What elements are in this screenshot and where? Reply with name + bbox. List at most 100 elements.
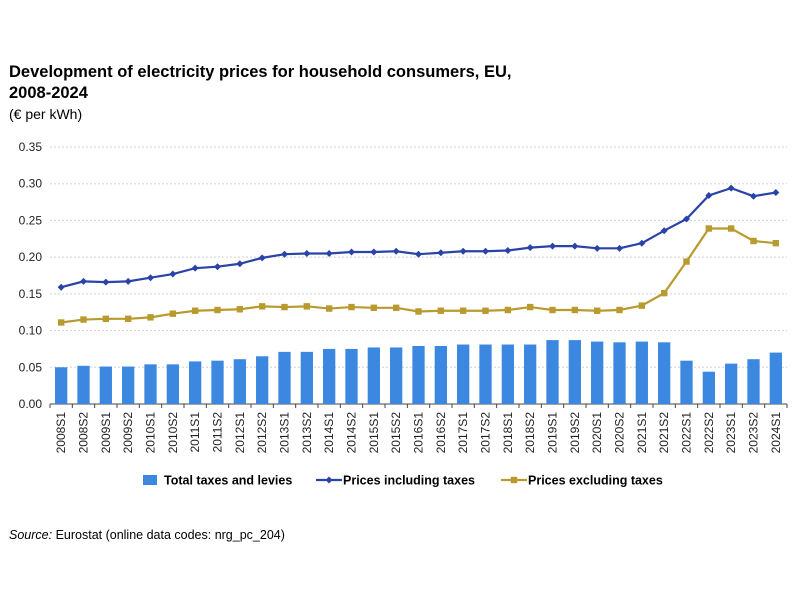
point-prices-excluding-taxes: [169, 310, 177, 317]
bar-total-taxes: [501, 344, 514, 404]
point-prices-excluding-taxes: [415, 308, 422, 315]
bar-total-taxes: [278, 351, 291, 404]
point-prices-excluding-taxes: [459, 307, 467, 314]
point-prices-excluding-taxes: [727, 225, 735, 232]
point-prices-excluding-taxes: [683, 258, 690, 265]
point-prices-including-taxes: [281, 250, 288, 258]
point-prices-including-taxes: [459, 247, 467, 255]
x-tick-label: 2014S1: [322, 412, 336, 454]
x-tick-label: 2020S2: [613, 412, 627, 454]
legend-swatch-total-taxes: [143, 475, 157, 485]
point-prices-including-taxes: [236, 260, 244, 268]
line-series-prices-excluding-taxes: [57, 225, 780, 326]
point-prices-excluding-taxes: [526, 303, 534, 311]
bar-total-taxes: [144, 364, 157, 404]
point-prices-excluding-taxes: [303, 303, 311, 310]
bar-total-taxes: [479, 344, 492, 404]
point-prices-excluding-taxes: [437, 307, 445, 314]
x-tick-label: 2009S2: [121, 412, 135, 454]
point-prices-excluding-taxes: [616, 306, 623, 314]
y-tick-label: 0.20: [19, 250, 43, 264]
x-tick-label: 2016S1: [412, 412, 426, 454]
y-tick-label: 0.30: [19, 177, 43, 191]
point-prices-excluding-taxes: [102, 315, 110, 323]
point-prices-including-taxes: [683, 215, 690, 223]
point-prices-including-taxes: [370, 248, 378, 256]
point-prices-including-taxes: [303, 249, 311, 257]
source-note: Source: Eurostat (online data codes: nrg…: [9, 528, 285, 542]
series-line-prices-including-taxes: [60, 186, 777, 289]
point-prices-including-taxes: [392, 247, 400, 255]
point-prices-including-taxes: [191, 264, 199, 272]
bar-total-taxes: [769, 352, 782, 404]
x-tick-label: 2021S2: [657, 412, 671, 454]
bar-total-taxes: [256, 356, 269, 404]
source-label: Source:: [9, 528, 53, 542]
bar-total-taxes: [524, 344, 537, 404]
x-tick-label: 2011S1: [188, 412, 202, 453]
source-text: Eurostat (online data codes: nrg_pc_204): [52, 528, 285, 542]
x-tick-label: 2016S2: [434, 412, 448, 454]
y-tick-label: 0.15: [19, 287, 43, 301]
point-prices-including-taxes: [593, 244, 601, 252]
point-prices-including-taxes: [415, 250, 422, 258]
x-tick-label: 2020S1: [590, 412, 604, 454]
x-tick-label: 2024S1: [769, 412, 783, 454]
y-tick-label: 0.25: [19, 213, 43, 227]
point-prices-excluding-taxes: [325, 305, 333, 312]
bar-total-taxes: [189, 361, 202, 404]
x-tick-label: 2023S1: [724, 412, 738, 454]
y-tick-label: 0.00: [19, 397, 43, 411]
x-tick-label: 2008S2: [77, 412, 91, 454]
chart-title-line2: 2008-2024: [9, 84, 88, 102]
point-prices-excluding-taxes: [392, 304, 400, 312]
y-tick-label: 0.35: [19, 140, 43, 154]
x-tick-label: 2022S2: [702, 412, 716, 454]
x-tick-label: 2019S1: [546, 412, 560, 454]
point-prices-excluding-taxes: [124, 315, 132, 323]
point-prices-including-taxes: [571, 242, 579, 250]
point-prices-including-taxes: [772, 189, 780, 197]
bar-total-taxes: [635, 341, 648, 404]
point-prices-excluding-taxes: [660, 289, 668, 297]
point-prices-including-taxes: [526, 244, 534, 252]
legend: Total taxes and levies Prices including t…: [143, 474, 663, 488]
point-prices-excluding-taxes: [705, 225, 713, 232]
line-series-prices-including-taxes: [57, 184, 780, 291]
x-tick-label: 2018S1: [501, 412, 515, 454]
point-prices-including-taxes: [348, 248, 355, 256]
bar-total-taxes: [434, 345, 447, 404]
point-prices-excluding-taxes: [504, 306, 512, 314]
point-prices-excluding-taxes: [549, 306, 556, 314]
point-prices-including-taxes: [169, 270, 177, 278]
point-prices-including-taxes: [549, 242, 556, 250]
point-prices-including-taxes: [258, 254, 266, 262]
chart-title-line1: Development of electricity prices for ho…: [9, 63, 512, 81]
bar-total-taxes: [77, 365, 90, 404]
y-tick-label: 0.10: [19, 324, 43, 338]
bar-total-taxes: [55, 367, 68, 404]
point-prices-including-taxes: [124, 277, 132, 285]
x-tick-label: 2013S2: [300, 412, 314, 454]
bar-total-taxes: [300, 351, 313, 404]
bar-total-taxes: [568, 340, 581, 404]
legend-marker-prices-including-taxes: [325, 476, 333, 484]
legend-label-total-taxes: Total taxes and levies: [164, 474, 292, 488]
legend-marker-prices-excluding-taxes: [510, 476, 518, 484]
point-prices-excluding-taxes: [638, 302, 646, 309]
bar-total-taxes: [122, 366, 135, 404]
x-tick-label: 2015S1: [367, 412, 381, 454]
point-prices-including-taxes: [80, 277, 87, 285]
x-tick-label: 2009S1: [99, 412, 113, 454]
unit-label: (€ per kWh): [9, 106, 83, 122]
point-prices-including-taxes: [750, 192, 757, 200]
x-tick-label: 2008S1: [54, 412, 68, 454]
x-tick-label: 2023S2: [747, 412, 761, 454]
bar-total-taxes: [658, 342, 671, 404]
point-prices-including-taxes: [214, 263, 221, 271]
x-tick-label: 2013S1: [278, 412, 292, 454]
point-prices-excluding-taxes: [772, 239, 780, 247]
point-prices-excluding-taxes: [191, 307, 199, 314]
legend-label-prices-excluding-taxes: Prices excluding taxes: [528, 474, 663, 488]
